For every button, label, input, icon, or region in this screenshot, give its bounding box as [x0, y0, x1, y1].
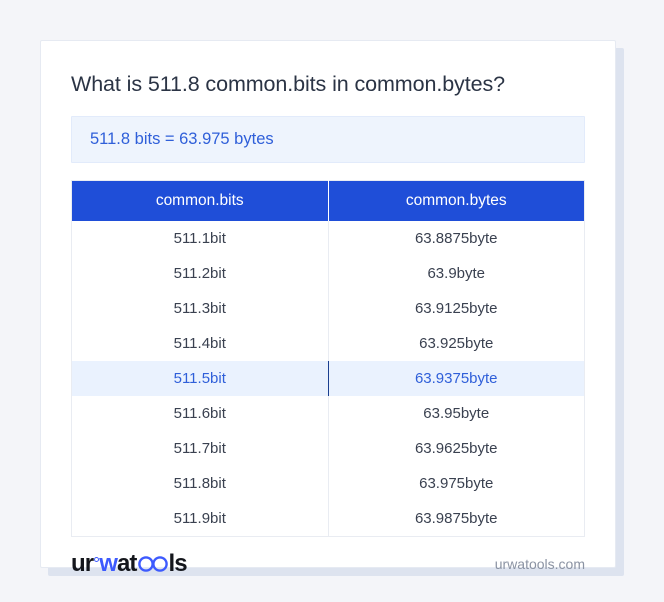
cell-bits: 511.8bit	[71, 465, 329, 501]
cell-bytes: 63.9625byte	[328, 430, 585, 466]
table-row: 511.7bit 63.9625byte	[71, 430, 585, 466]
table-row: 511.3bit 63.9125byte	[71, 290, 585, 326]
cell-bits: 511.6bit	[71, 395, 329, 431]
logo-part-ls: ls	[168, 549, 188, 577]
cell-bits: 511.2bit	[71, 255, 329, 291]
table-row: 511.9bit 63.9875byte	[71, 500, 585, 537]
cell-bits: 511.9bit	[71, 500, 329, 537]
urwatools-logo[interactable]: ur wat ls	[71, 549, 188, 577]
table-row: 511.8bit 63.975byte	[71, 465, 585, 501]
logo-dot-icon	[94, 556, 100, 562]
table-header-row: common.bits common.bytes	[71, 180, 585, 221]
cell-bits: 511.1bit	[71, 220, 329, 256]
card-footer: ur wat ls urwatools.com	[71, 537, 585, 581]
cell-bytes: 63.975byte	[328, 465, 585, 501]
site-url: urwatools.com	[494, 556, 585, 573]
page-title: What is 511.8 common.bits in common.byte…	[71, 72, 505, 96]
cell-bytes: 63.8875byte	[328, 220, 585, 256]
cell-bytes: 63.9byte	[328, 255, 585, 291]
column-header-bytes: common.bytes	[328, 180, 585, 221]
logo-part-at: at	[116, 549, 137, 577]
cell-bits: 511.4bit	[71, 325, 329, 361]
cell-bytes: 63.9875byte	[328, 500, 585, 537]
cell-bytes: 63.9125byte	[328, 290, 585, 326]
conversion-table: common.bits common.bytes 511.1bit 63.8875…	[71, 179, 585, 537]
cell-bits: 511.3bit	[71, 290, 329, 326]
table-row: 511.5bit 63.9375byte	[71, 360, 585, 396]
table-body: 511.1bit 63.8875byte 511.2bit 63.9byte 511.3…	[71, 220, 585, 537]
cell-bytes: 63.925byte	[328, 325, 585, 361]
table-row: 511.2bit 63.9byte	[71, 255, 585, 291]
logo-part-ur: ur	[71, 549, 94, 577]
cell-bytes: 63.9375byte	[328, 360, 585, 396]
cell-bits: 511.5bit	[71, 360, 329, 396]
result-banner: 511.8 bits = 63.975 bytes	[71, 115, 585, 163]
column-header-bits: common.bits	[71, 180, 329, 221]
cell-bits: 511.7bit	[71, 430, 329, 466]
logo-part-w: w	[99, 549, 118, 577]
cell-bytes: 63.95byte	[328, 395, 585, 431]
conversion-card: What is 511.8 common.bits in common.byte…	[40, 40, 616, 575]
table-row: 511.1bit 63.8875byte	[71, 220, 585, 256]
table-header: common.bits common.bytes	[71, 180, 585, 221]
logo-glasses-icon	[137, 553, 168, 577]
table-row: 511.4bit 63.925byte	[71, 325, 585, 361]
table-row: 511.6bit 63.95byte	[71, 395, 585, 431]
